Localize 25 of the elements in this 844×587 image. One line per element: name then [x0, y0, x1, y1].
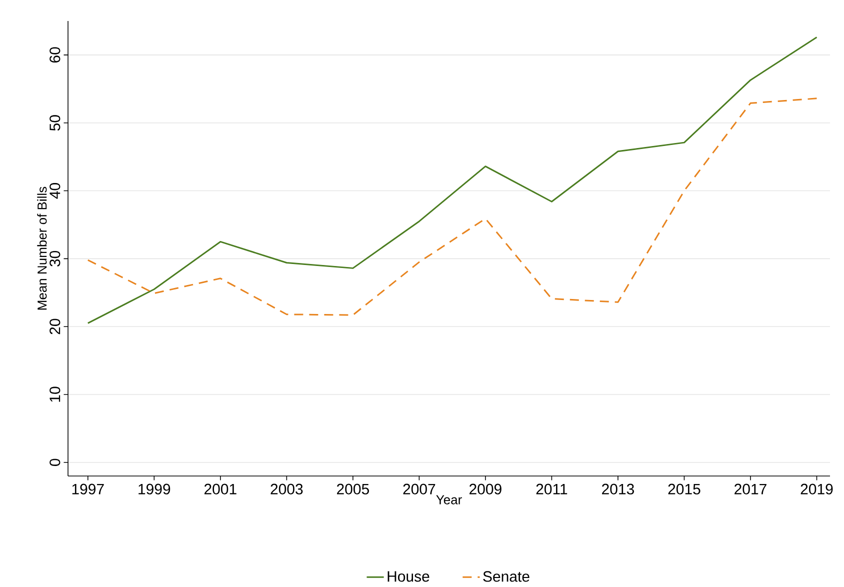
x-tick-label: 2013	[602, 484, 634, 494]
x-axis-title: Year	[436, 495, 462, 504]
x-tick-label: 2015	[668, 484, 700, 494]
y-axis-title: Mean Number of Bills	[37, 186, 47, 310]
y-tick-label: 60	[50, 47, 60, 62]
legend-label: House	[388, 571, 430, 582]
x-tick-label: 2011	[536, 484, 568, 494]
y-tick-label: 20	[50, 318, 60, 334]
x-tick-label: 2005	[336, 484, 369, 494]
y-tick-label: 50	[50, 115, 60, 131]
x-tick-label: 1999	[138, 484, 170, 494]
x-tick-label: 2007	[403, 484, 436, 494]
legend-label: Senate	[483, 571, 530, 582]
x-tick-label: 1997	[72, 484, 104, 494]
x-tick-label: 2017	[734, 484, 766, 494]
line-series	[87, 36, 818, 324]
x-tick-label: 2009	[470, 484, 502, 494]
y-tick-label: 0	[50, 458, 60, 466]
x-tick-label: 2001	[204, 484, 236, 494]
x-tick-label: 2003	[270, 484, 303, 494]
y-tick-label: 40	[50, 182, 60, 199]
y-tick-label: 30	[50, 250, 60, 266]
x-tick-label: 2019	[800, 484, 833, 494]
y-tick-label: 10	[50, 386, 60, 402]
line-series	[87, 98, 818, 316]
